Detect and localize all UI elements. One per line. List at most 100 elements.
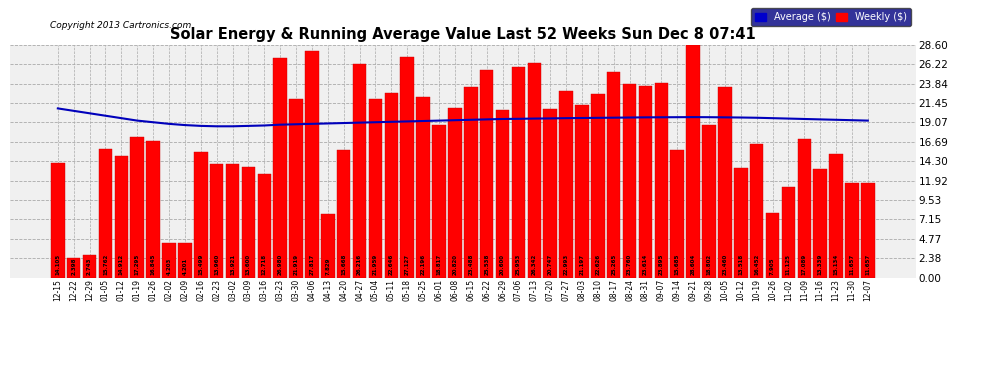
Bar — [734, 168, 747, 278]
Text: 11.657: 11.657 — [849, 254, 854, 275]
Bar — [162, 243, 176, 278]
Bar — [178, 243, 192, 278]
Bar — [749, 144, 763, 278]
Legend: Average ($), Weekly ($): Average ($), Weekly ($) — [750, 8, 911, 26]
Bar — [623, 84, 637, 278]
Text: 18.817: 18.817 — [437, 254, 442, 275]
Text: 11.125: 11.125 — [786, 254, 791, 275]
Text: 25.265: 25.265 — [611, 254, 616, 275]
Bar — [368, 99, 382, 278]
Bar — [670, 150, 684, 278]
Text: 16.845: 16.845 — [150, 254, 155, 275]
Text: 17.089: 17.089 — [802, 254, 807, 275]
Bar — [67, 258, 80, 278]
Bar — [305, 51, 319, 278]
Bar — [512, 66, 525, 278]
Bar — [384, 93, 398, 278]
Bar — [480, 70, 493, 278]
Bar — [718, 87, 732, 278]
Text: 23.895: 23.895 — [659, 254, 664, 275]
Text: 14.912: 14.912 — [119, 254, 124, 275]
Text: 23.614: 23.614 — [643, 254, 648, 275]
Text: 21.919: 21.919 — [294, 254, 299, 275]
Text: 20.600: 20.600 — [500, 254, 505, 275]
Text: 17.295: 17.295 — [135, 254, 140, 275]
Text: 13.518: 13.518 — [739, 254, 743, 275]
Bar — [99, 149, 112, 278]
Bar — [559, 91, 573, 278]
Bar — [591, 94, 605, 278]
Text: 4.201: 4.201 — [182, 258, 187, 275]
Text: 13.960: 13.960 — [214, 254, 219, 275]
Bar — [528, 63, 542, 278]
Bar — [194, 152, 208, 278]
Text: 15.762: 15.762 — [103, 254, 108, 275]
Text: 13.921: 13.921 — [230, 254, 235, 275]
Bar — [766, 213, 779, 278]
Text: 20.820: 20.820 — [452, 254, 457, 275]
Text: 27.817: 27.817 — [310, 254, 315, 275]
Bar — [830, 154, 842, 278]
Text: 13.600: 13.600 — [246, 254, 250, 275]
Bar — [798, 139, 811, 278]
Text: 21.959: 21.959 — [373, 254, 378, 275]
Text: 12.718: 12.718 — [261, 254, 266, 275]
Text: 4.203: 4.203 — [166, 258, 171, 275]
Bar — [575, 105, 589, 278]
Text: 18.802: 18.802 — [707, 254, 712, 275]
Bar — [496, 110, 509, 278]
Bar — [654, 83, 668, 278]
Text: 7.905: 7.905 — [770, 258, 775, 275]
Text: 2.743: 2.743 — [87, 258, 92, 275]
Text: 15.685: 15.685 — [675, 254, 680, 275]
Bar — [782, 187, 795, 278]
Bar — [814, 169, 827, 278]
Bar — [131, 137, 144, 278]
Bar — [544, 109, 557, 278]
Bar — [210, 164, 224, 278]
Bar — [702, 124, 716, 278]
Bar — [242, 167, 255, 278]
Bar — [861, 183, 874, 278]
Bar — [352, 64, 366, 278]
Text: 28.604: 28.604 — [691, 254, 696, 275]
Bar — [401, 57, 414, 278]
Text: 26.216: 26.216 — [357, 254, 362, 275]
Bar — [845, 183, 858, 278]
Text: 27.127: 27.127 — [405, 254, 410, 275]
Bar — [115, 156, 128, 278]
Text: 14.105: 14.105 — [55, 254, 60, 275]
Text: 15.499: 15.499 — [198, 254, 203, 275]
Text: 25.538: 25.538 — [484, 254, 489, 275]
Bar — [289, 99, 303, 278]
Text: 26.980: 26.980 — [277, 254, 283, 275]
Text: 15.134: 15.134 — [834, 254, 839, 275]
Text: 23.760: 23.760 — [627, 254, 632, 275]
Text: 21.197: 21.197 — [579, 254, 584, 275]
Bar — [257, 174, 271, 278]
Text: 26.342: 26.342 — [532, 254, 537, 275]
Text: 11.657: 11.657 — [865, 254, 870, 275]
Text: Copyright 2013 Cartronics.com: Copyright 2013 Cartronics.com — [50, 21, 191, 30]
Text: 15.668: 15.668 — [342, 254, 346, 275]
Text: 16.452: 16.452 — [754, 254, 759, 275]
Bar — [607, 72, 621, 278]
Text: 25.953: 25.953 — [516, 254, 521, 275]
Bar — [464, 87, 477, 278]
Bar — [51, 163, 64, 278]
Text: 2.398: 2.398 — [71, 258, 76, 275]
Text: 7.829: 7.829 — [326, 258, 331, 275]
Bar — [321, 214, 335, 278]
Title: Solar Energy & Running Average Value Last 52 Weeks Sun Dec 8 07:41: Solar Energy & Running Average Value Las… — [170, 27, 755, 42]
Bar — [83, 255, 96, 278]
Text: 22.196: 22.196 — [421, 254, 426, 275]
Bar — [448, 108, 461, 278]
Bar — [273, 58, 287, 278]
Text: 23.488: 23.488 — [468, 254, 473, 275]
Text: 22.646: 22.646 — [389, 254, 394, 275]
Text: 22.626: 22.626 — [595, 254, 600, 275]
Bar — [433, 124, 446, 278]
Bar — [147, 141, 159, 278]
Text: 13.339: 13.339 — [818, 254, 823, 275]
Text: 20.747: 20.747 — [547, 254, 552, 275]
